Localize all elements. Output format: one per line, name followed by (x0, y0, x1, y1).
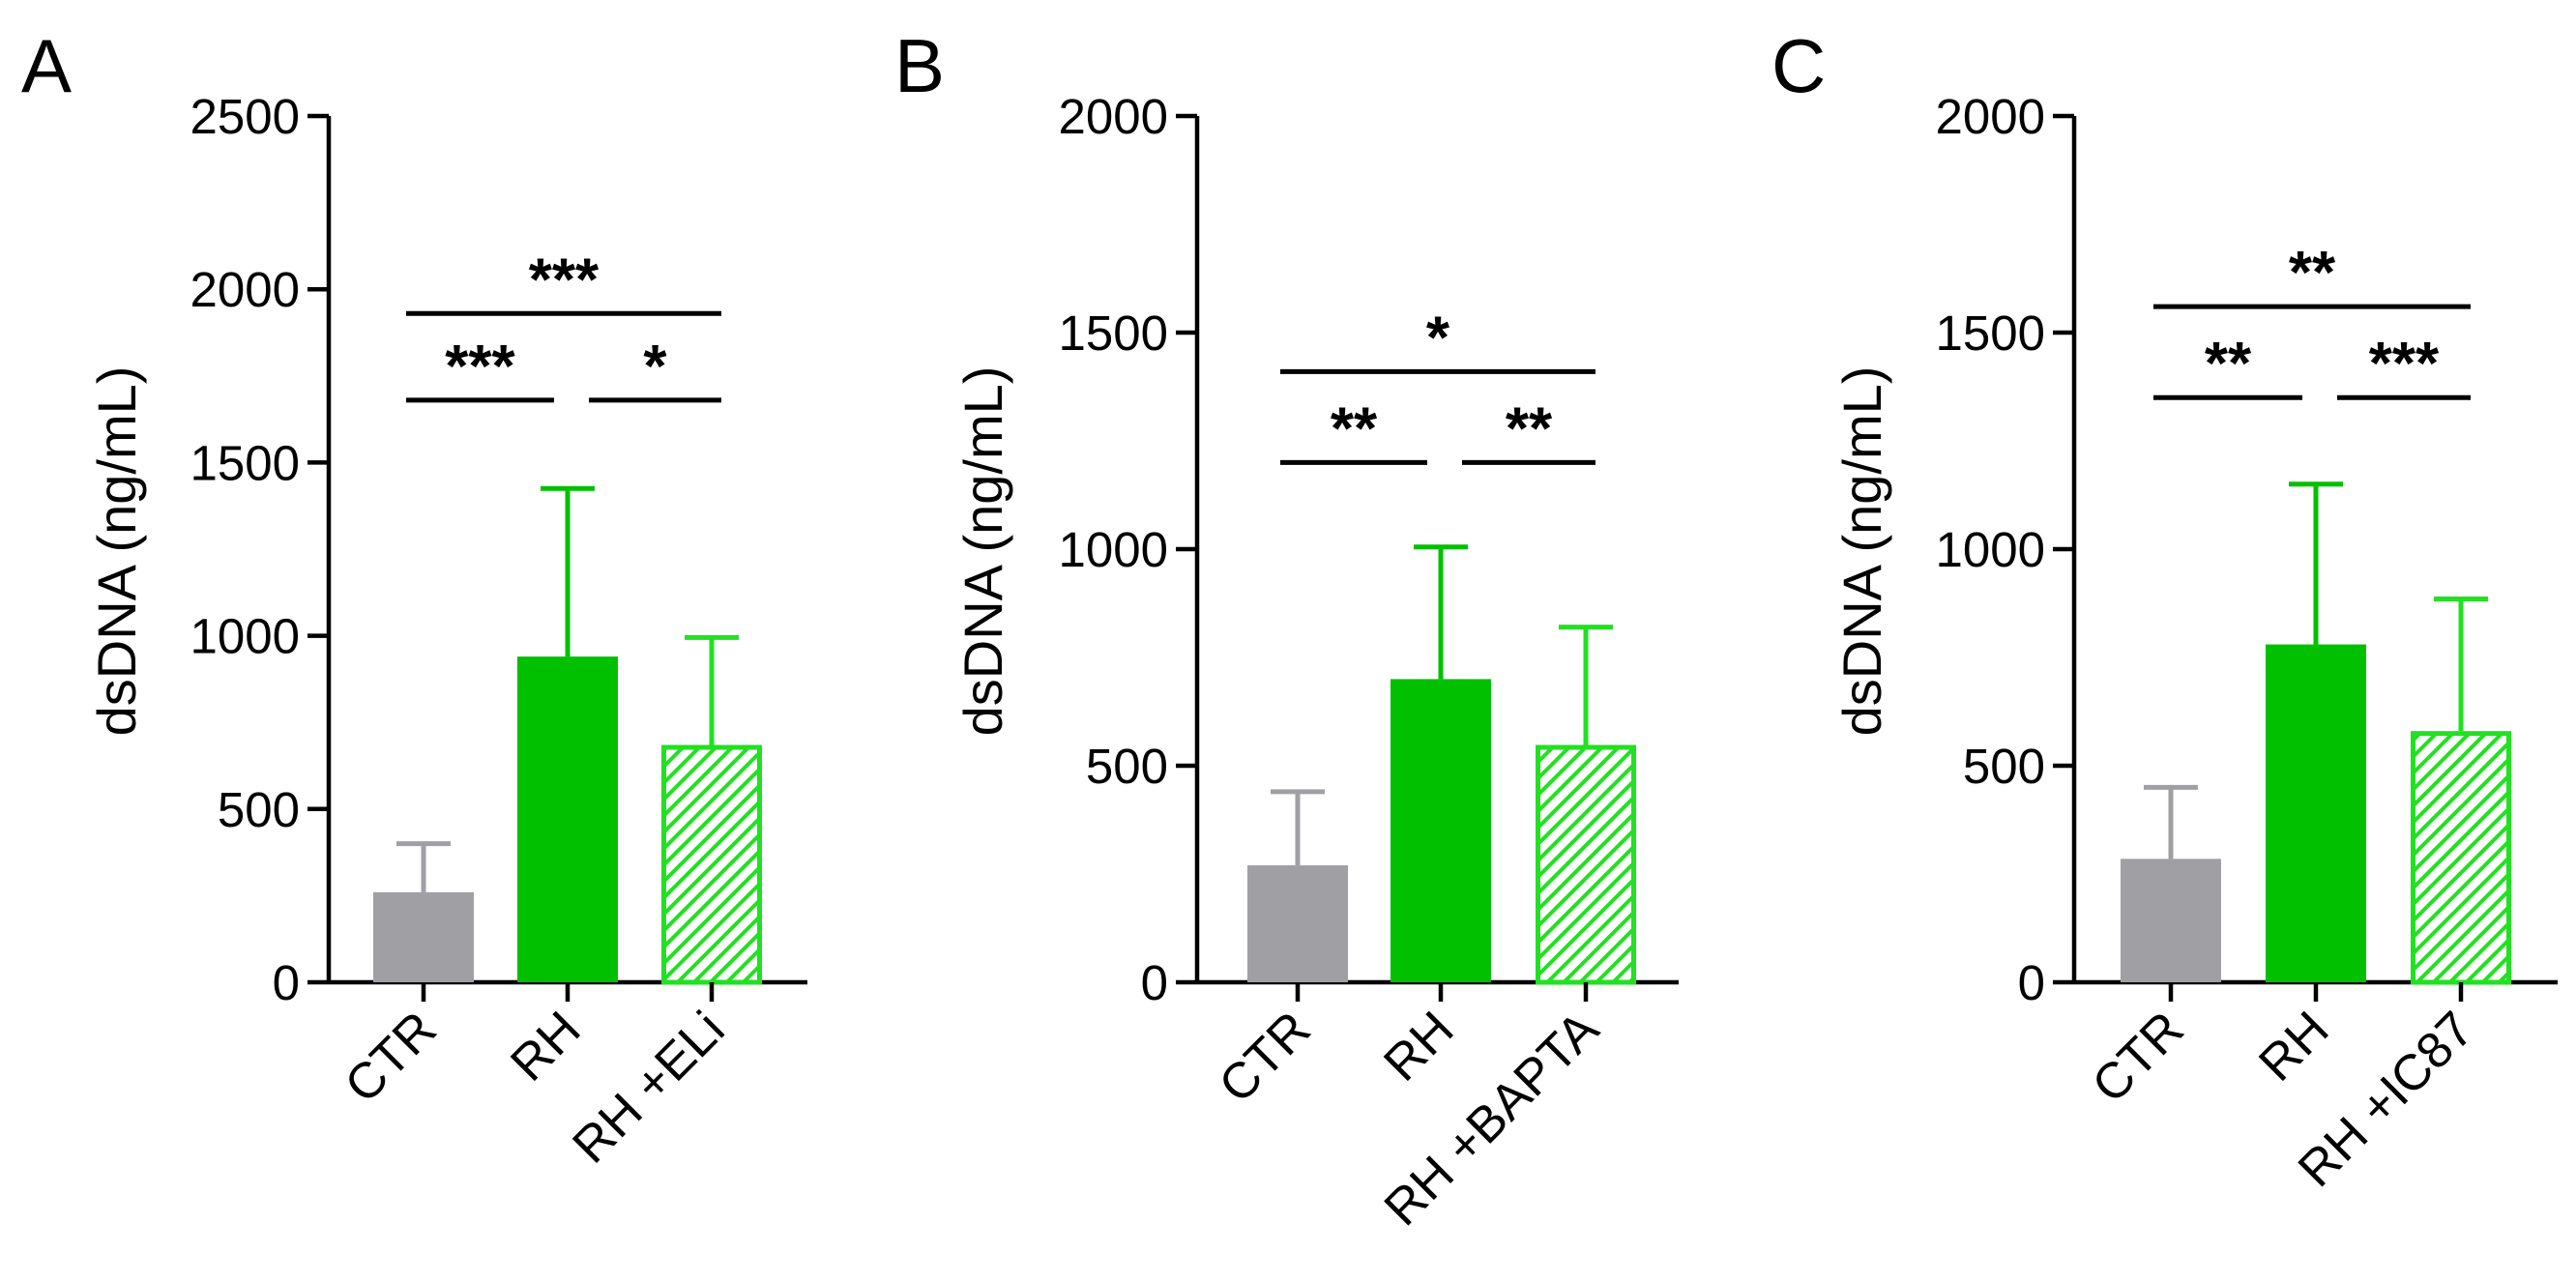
category-label: CTR (335, 1001, 448, 1114)
y-tick-label: 1000 (1936, 522, 2045, 577)
bar (1247, 865, 1348, 982)
y-tick-label: 2500 (190, 89, 300, 144)
panel-label: C (1771, 23, 1826, 108)
category-label: CTR (1209, 1001, 1322, 1114)
y-axis-label: dsDNA (ng/mL) (86, 366, 147, 737)
y-tick-label: 1500 (1059, 306, 1168, 361)
y-axis-label: dsDNA (ng/mL) (952, 366, 1013, 737)
bar (1536, 744, 1636, 985)
y-tick-label: 500 (1086, 739, 1168, 794)
bar (2411, 731, 2511, 985)
panel-label: A (21, 23, 72, 108)
significance-label: * (643, 334, 667, 400)
significance-label: ** (1331, 395, 1378, 462)
y-tick-label: 2000 (1059, 89, 1168, 144)
y-tick-label: 500 (218, 782, 300, 837)
bar (1390, 679, 1491, 982)
panel-a: A dsDNA (ng/mL) 0 500 1000 1500 2000 2500 CTR R… (21, 23, 807, 1174)
significance-label: ** (2205, 331, 2252, 397)
significance-label: ** (2289, 240, 2336, 306)
category-label: RH (1373, 1001, 1464, 1092)
bar (661, 744, 762, 985)
bar (2121, 859, 2221, 982)
bar (2266, 644, 2366, 982)
significance-label: * (1426, 305, 1450, 371)
category-label: RH +ELi (563, 1001, 736, 1174)
significance-label: *** (445, 334, 515, 400)
y-tick-label: 1000 (1059, 522, 1168, 577)
y-tick-label: 0 (1141, 955, 1168, 1010)
bar (517, 656, 618, 982)
category-label: CTR (2082, 1001, 2195, 1114)
y-tick-label: 0 (2018, 955, 2045, 1010)
category-label: RH (2248, 1001, 2339, 1092)
y-tick-label: 0 (273, 955, 300, 1010)
y-tick-label: 500 (1963, 739, 2045, 794)
significance-label: *** (2369, 331, 2440, 397)
category-label: RH (500, 1001, 591, 1092)
y-tick-label: 1500 (190, 435, 300, 490)
bar (373, 891, 474, 982)
y-axis-label: dsDNA (ng/mL) (1831, 366, 1892, 737)
significance-label: *** (529, 247, 600, 313)
y-tick-label: 2000 (190, 262, 300, 317)
y-tick-label: 1500 (1936, 306, 2045, 361)
panel-label: B (894, 23, 945, 108)
y-tick-label: 1000 (190, 609, 300, 664)
significance-label: ** (1506, 395, 1553, 462)
y-tick-label: 2000 (1936, 89, 2045, 144)
